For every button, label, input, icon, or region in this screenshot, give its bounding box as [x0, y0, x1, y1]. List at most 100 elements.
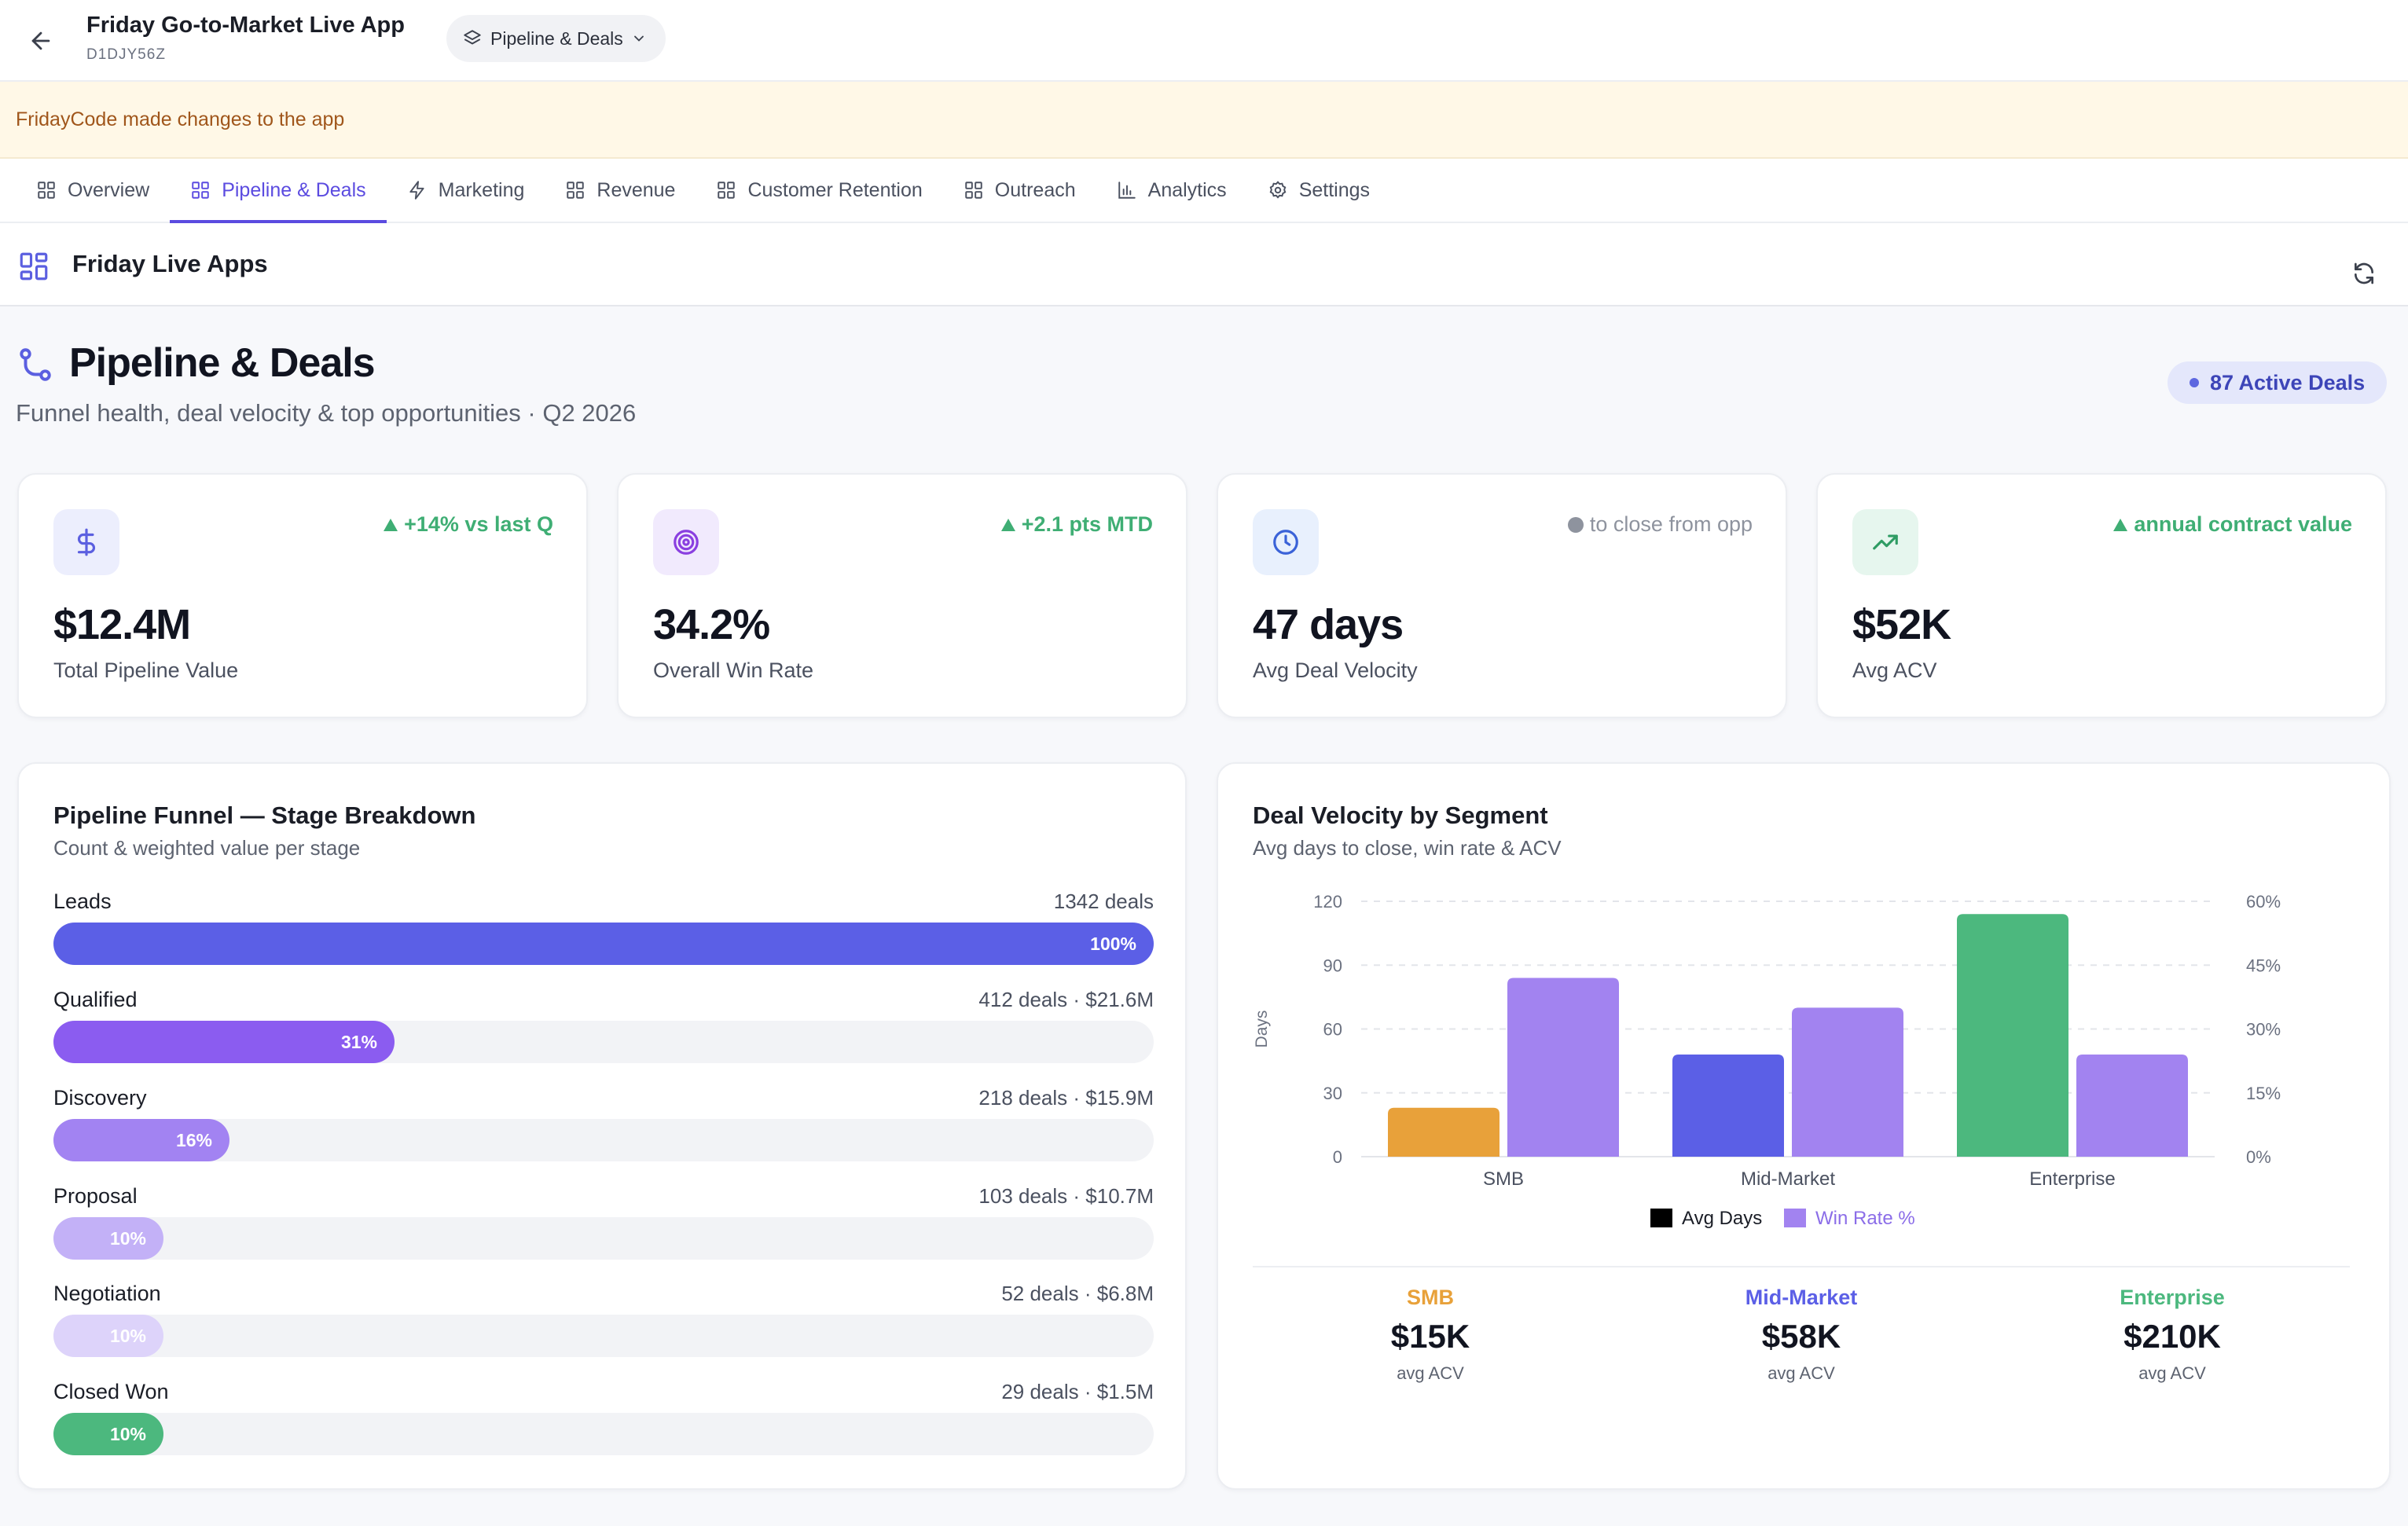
- kpi-card-deal-velocity: to close from opp 47 days Avg Deal Veloc…: [1217, 473, 1787, 718]
- x-tick-label: SMB: [1483, 1168, 1524, 1190]
- dollar-icon: [77, 528, 95, 556]
- legend-swatch: [1784, 1209, 1806, 1227]
- velocity-title: Deal Velocity by Segment: [1253, 802, 1548, 829]
- kpi-label: Total Pipeline Value: [53, 658, 239, 682]
- bar-avg-days-smb: [1388, 1107, 1499, 1157]
- segment-name: Mid-Market: [1745, 1286, 1858, 1309]
- tab-label: Customer Retention: [747, 178, 923, 201]
- tab-label: Analytics: [1147, 178, 1227, 201]
- stage-meta: 218 deals · $15.9M: [978, 1086, 1154, 1110]
- segment-acv: $58K: [1761, 1318, 1841, 1355]
- clock-icon: [1273, 530, 1298, 555]
- tab-customer-retention[interactable]: Customer Retention: [696, 159, 942, 222]
- tab-label: Revenue: [596, 178, 676, 201]
- page-selector-dropdown[interactable]: Pipeline & Deals: [446, 15, 666, 62]
- segment-acv-label: avg ACV: [1397, 1363, 1464, 1383]
- tab-settings[interactable]: Settings: [1247, 159, 1390, 222]
- stage-track: 31%: [53, 1021, 1154, 1063]
- active-deals-label: 87 Active Deals: [2210, 370, 2366, 394]
- grid-icon: [192, 182, 209, 199]
- x-tick-label: Enterprise: [2029, 1168, 2115, 1190]
- stage-meta: 29 deals · $1.5M: [1001, 1380, 1154, 1403]
- apps-grid-icon: [20, 252, 48, 281]
- segment-acv-label: avg ACV: [1767, 1363, 1835, 1383]
- refresh-button[interactable]: [2342, 251, 2386, 295]
- tab-revenue[interactable]: Revenue: [545, 159, 696, 222]
- kpi-delta: annual contract value: [2113, 512, 2352, 537]
- live-apps-title: Friday Live Apps: [72, 250, 268, 277]
- stage-bar: 10%: [53, 1217, 163, 1260]
- y-axis-label: Days: [1253, 1011, 1271, 1048]
- arrow-left-icon: [31, 31, 50, 50]
- live-apps-bar: Friday Live Apps: [0, 223, 2408, 306]
- change-notice-text: FridayCode made changes to the app: [16, 108, 345, 130]
- tab-pipeline-deals[interactable]: Pipeline & Deals: [170, 159, 387, 223]
- tab-label: Overview: [68, 178, 150, 201]
- stage-percent: 10%: [109, 1325, 146, 1346]
- stage-name: Leads: [53, 890, 112, 913]
- stage-name: Negotiation: [53, 1282, 161, 1305]
- kpi-value: $52K: [1852, 601, 1951, 648]
- page-selector-label: Pipeline & Deals: [490, 28, 623, 49]
- y-tick-label: 30: [1323, 1084, 1342, 1103]
- grid-icon: [567, 182, 585, 199]
- kpi-icon-box: [653, 509, 719, 575]
- tab-analytics[interactable]: Analytics: [1096, 159, 1247, 222]
- trend-up-icon: [384, 518, 398, 531]
- layers-icon: [464, 30, 481, 45]
- funnel-subtitle: Count & weighted value per stage: [53, 836, 361, 860]
- kpi-card-pipeline-value: +14% vs last Q $12.4M Total Pipeline Val…: [17, 473, 588, 718]
- kpi-icon-box: [53, 509, 119, 575]
- kpi-value: 47 days: [1253, 601, 1404, 648]
- y-tick-label: 90: [1323, 956, 1342, 975]
- gear-icon: [1269, 181, 1287, 199]
- tab-bar: Overview Pipeline & Deals Marketing Reve…: [0, 159, 2408, 223]
- stage-track: 10%: [53, 1315, 1154, 1357]
- page-title: Pipeline & Deals: [69, 340, 376, 386]
- back-button[interactable]: [22, 22, 60, 60]
- kpi-delta: +2.1 pts MTD: [1000, 512, 1153, 537]
- branch-icon: [20, 348, 51, 381]
- tab-outreach[interactable]: Outreach: [943, 159, 1096, 222]
- segment-name: SMB: [1407, 1286, 1454, 1309]
- tab-overview[interactable]: Overview: [16, 159, 170, 222]
- grid-icon: [965, 182, 982, 199]
- velocity-subtitle: Avg days to close, win rate & ACV: [1253, 836, 1562, 860]
- bar-win-rate-smb: [1507, 978, 1619, 1157]
- kpi-delta: +14% vs last Q: [384, 512, 553, 537]
- y-tick-label: 60: [1323, 1020, 1342, 1040]
- grid-icon: [38, 182, 55, 199]
- legend-swatch: [1650, 1209, 1672, 1227]
- stage-meta: 1342 deals: [1053, 890, 1154, 913]
- chevron-down-icon: [633, 35, 644, 42]
- active-deals-badge: 87 Active Deals: [2168, 361, 2388, 404]
- segment-stat-enterprise: Enterprise $210K avg ACV: [2054, 1286, 2290, 1384]
- kpi-icon-box: [1253, 509, 1319, 575]
- kpi-value: 34.2%: [653, 601, 770, 648]
- bolt-icon: [409, 181, 424, 200]
- kpi-card-win-rate: +2.1 pts MTD 34.2% Overall Win Rate: [617, 473, 1187, 718]
- segment-stat-mid-market: Mid-Market $58K avg ACV: [1683, 1286, 1919, 1384]
- x-tick-label: Mid-Market: [1741, 1168, 1835, 1190]
- funnel-title: Pipeline Funnel — Stage Breakdown: [53, 802, 476, 829]
- trend-up-icon: [2113, 518, 2128, 531]
- neutral-dot-icon: [1567, 516, 1584, 533]
- stage-percent: 100%: [1090, 933, 1136, 954]
- stage-track: 100%: [53, 923, 1154, 965]
- y2-tick-label: 60%: [2246, 892, 2281, 912]
- tab-label: Outreach: [994, 178, 1076, 201]
- tab-label: Pipeline & Deals: [222, 178, 366, 201]
- tab-marketing[interactable]: Marketing: [387, 159, 545, 222]
- bar-avg-days-mid-market: [1672, 1055, 1784, 1157]
- stage-name: Discovery: [53, 1086, 147, 1110]
- kpi-label: Overall Win Rate: [653, 658, 814, 682]
- app-header: Friday Go-to-Market Live App D1DJY56Z Pi…: [0, 0, 2408, 82]
- app-id: D1DJY56Z: [86, 46, 166, 63]
- bar-chart-icon: [1118, 182, 1136, 199]
- legend-label: Avg Days: [1682, 1208, 1762, 1229]
- stage-track: 10%: [53, 1413, 1154, 1455]
- stage-percent: 16%: [175, 1129, 212, 1150]
- y2-tick-label: 15%: [2246, 1084, 2281, 1103]
- stage-bar: 31%: [53, 1021, 395, 1063]
